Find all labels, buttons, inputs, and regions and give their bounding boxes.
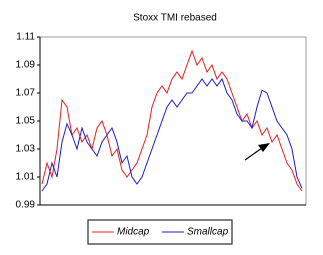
series-line xyxy=(41,49,303,192)
chart-title: Stoxx TMI rebased xyxy=(133,13,217,24)
arrow xyxy=(244,143,270,161)
y-tick-label: 1.07 xyxy=(16,88,36,99)
y-tick-label: 1.01 xyxy=(16,172,36,183)
legend-label: Smallcap xyxy=(187,227,229,238)
y-tick-label: 0.99 xyxy=(16,200,36,211)
y-tick-label: 1.05 xyxy=(16,116,36,127)
series-line xyxy=(41,77,303,192)
y-tick-label: 1.03 xyxy=(16,144,36,155)
legend-label: Midcap xyxy=(117,227,150,238)
y-tick-label: 1.09 xyxy=(16,60,36,71)
plot-area xyxy=(39,36,307,206)
y-tick-label: 1.11 xyxy=(16,32,35,43)
